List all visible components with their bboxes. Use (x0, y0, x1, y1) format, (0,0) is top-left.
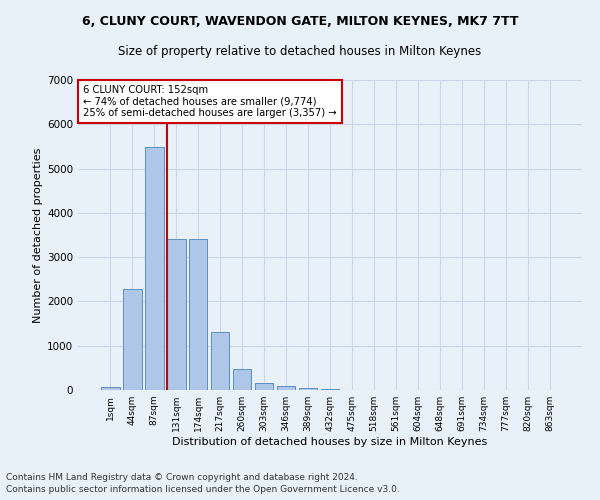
Text: Contains public sector information licensed under the Open Government Licence v3: Contains public sector information licen… (6, 485, 400, 494)
Text: Size of property relative to detached houses in Milton Keynes: Size of property relative to detached ho… (118, 45, 482, 58)
Bar (167, 240, 185, 390)
Bar (299, 388, 317, 390)
Bar (233, 369, 251, 390)
X-axis label: Distribution of detached houses by size in Milton Keynes: Distribution of detached houses by size … (172, 437, 488, 447)
Text: 6 CLUNY COURT: 152sqm
← 74% of detached houses are smaller (9,774)
25% of semi-d: 6 CLUNY COURT: 152sqm ← 74% of detached … (83, 84, 337, 118)
Text: Contains HM Land Registry data © Crown copyright and database right 2024.: Contains HM Land Registry data © Crown c… (6, 474, 358, 482)
Bar (145, 148, 164, 390)
Y-axis label: Number of detached properties: Number of detached properties (33, 148, 43, 322)
Bar (189, 240, 208, 390)
Bar (211, 332, 229, 390)
Bar (255, 383, 274, 390)
Bar (123, 290, 142, 390)
Bar (320, 389, 340, 390)
Bar (101, 386, 119, 390)
Bar (277, 386, 295, 390)
Text: 6, CLUNY COURT, WAVENDON GATE, MILTON KEYNES, MK7 7TT: 6, CLUNY COURT, WAVENDON GATE, MILTON KE… (82, 15, 518, 28)
